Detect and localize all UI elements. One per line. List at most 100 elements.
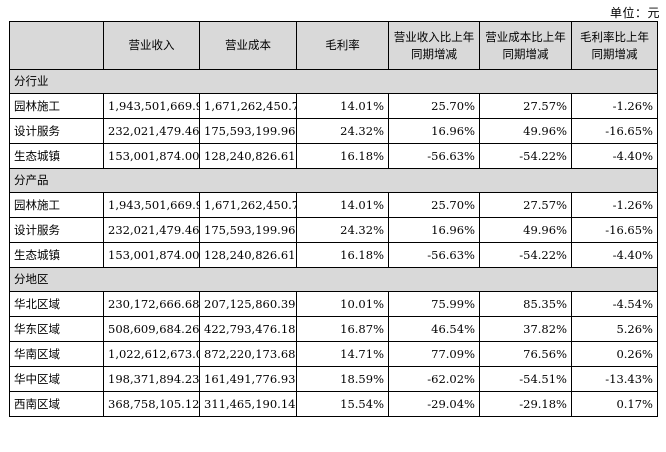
- table-cell: 232,021,479.46: [103, 118, 200, 144]
- table-cell: -56.63%: [388, 143, 480, 169]
- table-cell: 422,793,476.18: [199, 316, 297, 342]
- table-cell: 85.35%: [479, 291, 572, 317]
- table-cell: 15.54%: [296, 391, 389, 417]
- table-cell: -16.65%: [571, 118, 658, 144]
- table-cell: -54.51%: [479, 366, 572, 392]
- table-cell: -4.54%: [571, 291, 658, 317]
- table-cell: 198,371,894.23: [103, 366, 200, 392]
- table-cell: 16.18%: [296, 143, 389, 169]
- table-cell: 128,240,826.61: [199, 242, 297, 268]
- header-cell: 营业成本: [199, 21, 297, 70]
- table-cell: 77.09%: [388, 341, 480, 367]
- table-cell: -4.40%: [571, 242, 658, 268]
- row-label: 设计服务: [9, 118, 104, 144]
- table-cell: 25.70%: [388, 93, 480, 119]
- table-cell: 1,671,262,450.76: [199, 93, 297, 119]
- header-cell-blank: [9, 21, 104, 70]
- table-cell: 18.59%: [296, 366, 389, 392]
- table-cell: 872,220,173.68: [199, 341, 297, 367]
- section-title: 分产品: [9, 168, 658, 193]
- header-row: 营业收入 营业成本 毛利率 营业收入比上年同期增减 营业成本比上年同期增减 毛利率比上年同…: [9, 21, 658, 70]
- row-label: 设计服务: [9, 217, 104, 243]
- table-cell: 153,001,874.00: [103, 143, 200, 169]
- table-cell: 76.56%: [479, 341, 572, 367]
- table-cell: -29.18%: [479, 391, 572, 417]
- table-cell: 1,943,501,669.90: [103, 93, 200, 119]
- table-cell: -13.43%: [571, 366, 658, 392]
- table-cell: 1,671,262,450.76: [199, 192, 297, 218]
- row-label: 华北区域: [9, 291, 104, 317]
- table-cell: 1,943,501,669.90: [103, 192, 200, 218]
- section-row: 分产品: [9, 168, 658, 193]
- table-row: 华中区域 198,371,894.23 161,491,776.93 18.59% -6…: [9, 366, 658, 392]
- row-label: 园林施工: [9, 93, 104, 119]
- table-cell: 27.57%: [479, 93, 572, 119]
- section-title: 分地区: [9, 267, 658, 292]
- row-label: 生态城镇: [9, 242, 104, 268]
- table-cell: 14.01%: [296, 192, 389, 218]
- table-cell: 14.71%: [296, 341, 389, 367]
- table-row: 华北区域 230,172,666.68 207,125,860.39 10.01% 75…: [9, 291, 658, 317]
- table-cell: 37.82%: [479, 316, 572, 342]
- table-cell: -1.26%: [571, 93, 658, 119]
- table-cell: 24.32%: [296, 217, 389, 243]
- table-row: 设计服务 232,021,479.46 175,593,199.96 24.32% 16…: [9, 217, 658, 243]
- row-label: 生态城镇: [9, 143, 104, 169]
- table-row: 园林施工1,943,501,669.901,671,262,450.7614.0…: [9, 93, 658, 119]
- table-cell: 508,609,684.26: [103, 316, 200, 342]
- table-cell: 1,022,612,673.07: [103, 341, 200, 367]
- table-cell: 161,491,776.93: [199, 366, 297, 392]
- section-row: 分行业: [9, 69, 658, 94]
- table-cell: -54.22%: [479, 242, 572, 268]
- table-body: 分行业园林施工1,943,501,669.901,671,262,450.761…: [9, 69, 658, 417]
- table-cell: 16.87%: [296, 316, 389, 342]
- table-cell: 153,001,874.00: [103, 242, 200, 268]
- table-cell: -16.65%: [571, 217, 658, 243]
- table-cell: 16.18%: [296, 242, 389, 268]
- table-cell: 75.99%: [388, 291, 480, 317]
- table-cell: 128,240,826.61: [199, 143, 297, 169]
- table-cell: -4.40%: [571, 143, 658, 169]
- section-title: 分行业: [9, 69, 658, 94]
- header-cell: 营业收入比上年同期增减: [388, 21, 480, 70]
- table-cell: 16.96%: [388, 217, 480, 243]
- table-cell: 368,758,105.12: [103, 391, 200, 417]
- table-cell: 27.57%: [479, 192, 572, 218]
- table-cell: 0.17%: [571, 391, 658, 417]
- table-cell: 175,593,199.96: [199, 217, 297, 243]
- table-row: 华东区域 508,609,684.26 422,793,476.18 16.87% 46…: [9, 316, 658, 342]
- table-cell: -54.22%: [479, 143, 572, 169]
- table-cell: 24.32%: [296, 118, 389, 144]
- header-cell: 毛利率: [296, 21, 389, 70]
- table-row: 生态城镇 153,001,874.00 128,240,826.61 16.18% -5…: [9, 242, 658, 268]
- table-cell: 49.96%: [479, 118, 572, 144]
- table-cell: 175,593,199.96: [199, 118, 297, 144]
- table-cell: 14.01%: [296, 93, 389, 119]
- table-row: 生态城镇 153,001,874.00 128,240,826.61 16.18% -5…: [9, 143, 658, 169]
- table-cell: -62.02%: [388, 366, 480, 392]
- table-cell: 232,021,479.46: [103, 217, 200, 243]
- section-row: 分地区: [9, 267, 658, 292]
- row-label: 园林施工: [9, 192, 104, 218]
- table-row: 华南区域1,022,612,673.07872,220,173.6814.71%…: [9, 341, 658, 367]
- table-cell: 25.70%: [388, 192, 480, 218]
- table-cell: -29.04%: [388, 391, 480, 417]
- table-row: 西南区域 368,758,105.12 311,465,190.14 15.54% -2…: [9, 391, 658, 417]
- table-cell: 311,465,190.14: [199, 391, 297, 417]
- table-cell: -1.26%: [571, 192, 658, 218]
- header-cell: 营业收入: [103, 21, 200, 70]
- table-cell: 46.54%: [388, 316, 480, 342]
- header-cell: 营业成本比上年同期增减: [479, 21, 572, 70]
- row-label: 华中区域: [9, 366, 104, 392]
- table-row: 设计服务 232,021,479.46 175,593,199.96 24.32% 16…: [9, 118, 658, 144]
- row-label: 华东区域: [9, 316, 104, 342]
- table-cell: 230,172,666.68: [103, 291, 200, 317]
- table-cell: 10.01%: [296, 291, 389, 317]
- header-cell: 毛利率比上年同期增减: [571, 21, 658, 70]
- table-cell: 0.26%: [571, 341, 658, 367]
- table-cell: 49.96%: [479, 217, 572, 243]
- unit-label: 单位：元: [609, 6, 660, 20]
- table-cell: 207,125,860.39: [199, 291, 297, 317]
- table-row: 园林施工1,943,501,669.901,671,262,450.7614.0…: [9, 192, 658, 218]
- table-cell: -56.63%: [388, 242, 480, 268]
